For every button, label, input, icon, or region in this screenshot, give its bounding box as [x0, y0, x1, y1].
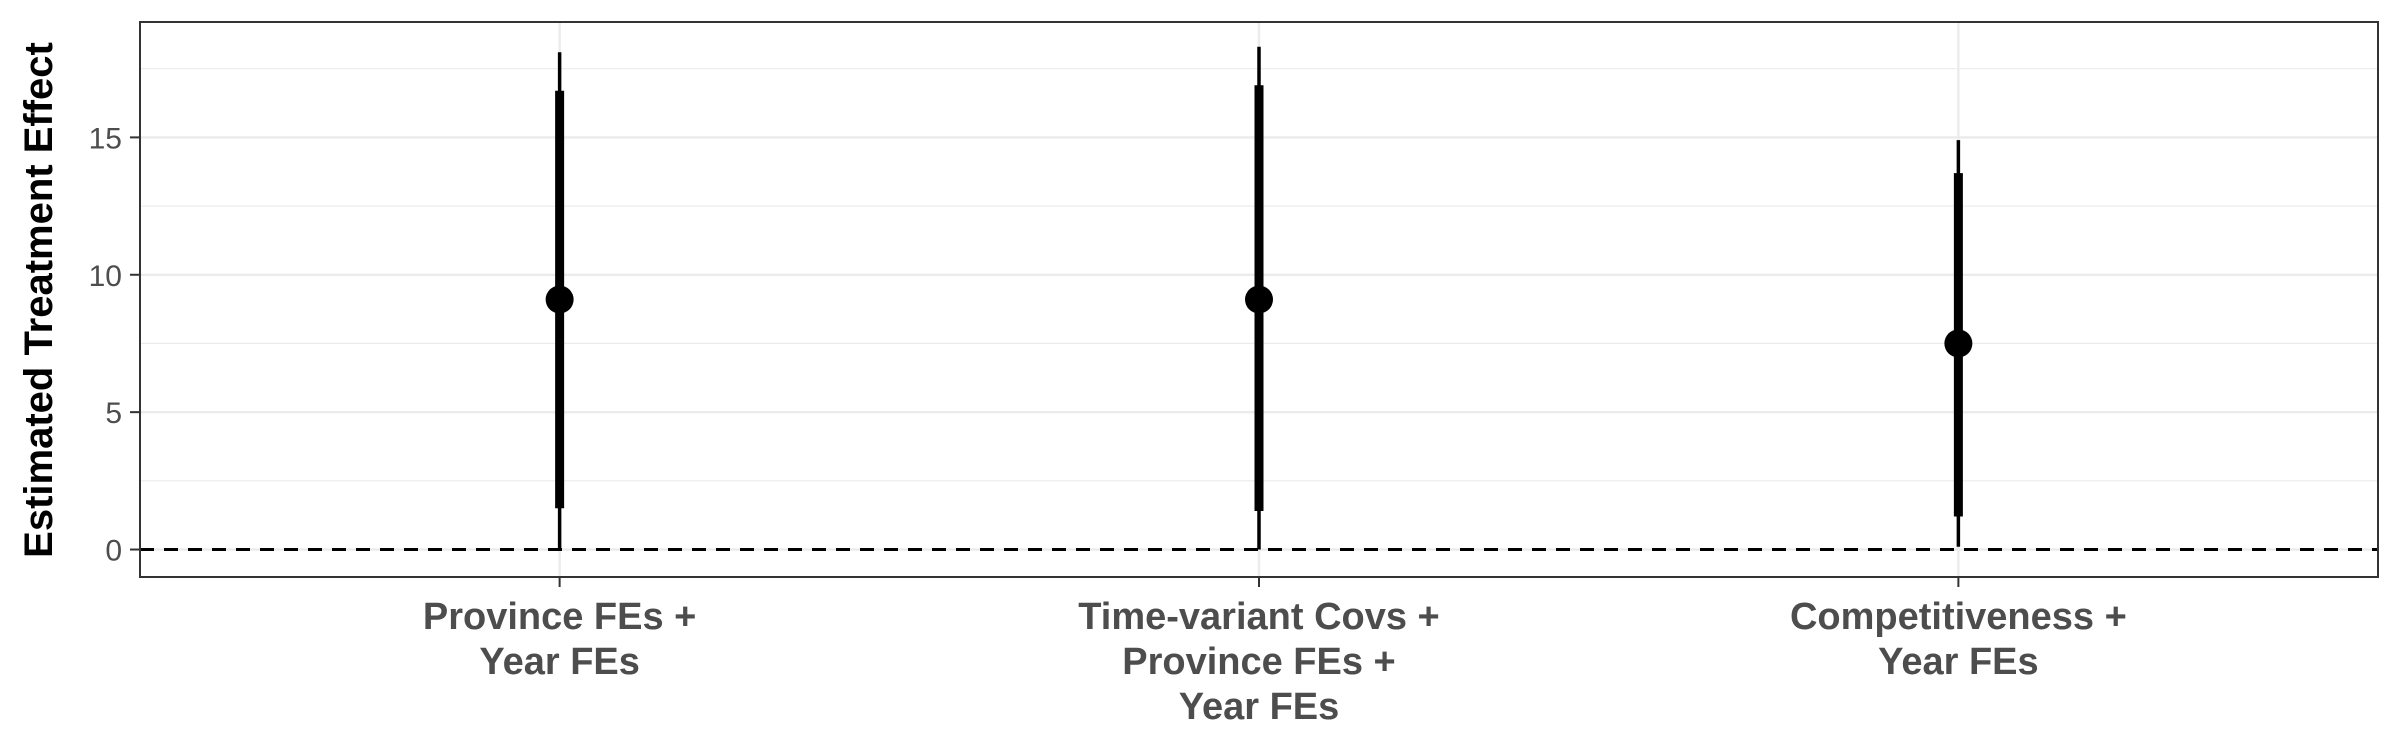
x-category-label: Province FEs + — [423, 596, 697, 638]
point-estimates — [545, 285, 1973, 358]
y-axis-title: Estimated Treatment Effect — [17, 42, 61, 558]
y-axis: 0 5 10 15 — [89, 122, 140, 568]
x-category-label: Year FEs — [1878, 641, 2039, 683]
point-estimate — [1245, 285, 1273, 314]
point-estimate — [545, 285, 574, 314]
y-tick-label: 5 — [105, 397, 122, 430]
y-tick-label: 0 — [105, 535, 122, 568]
point-estimate — [1944, 329, 1973, 358]
y-tick-label: 10 — [89, 260, 122, 293]
x-category-label: Time-variant Covs + — [1078, 596, 1440, 638]
y-tick-label: 15 — [89, 122, 122, 155]
x-category-label: Year FEs — [479, 641, 640, 683]
x-category-label: Year FEs — [1179, 686, 1340, 728]
x-category-label: Competitiveness + — [1790, 596, 2127, 638]
x-category-label: Province FEs + — [1122, 641, 1396, 683]
